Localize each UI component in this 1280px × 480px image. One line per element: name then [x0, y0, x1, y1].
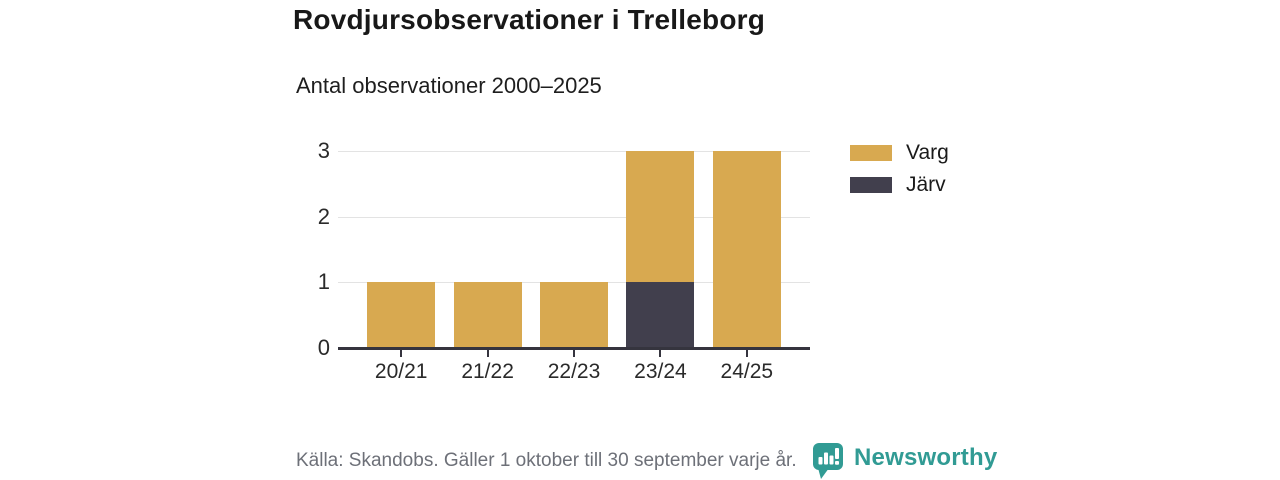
y-tick-label-0: 0 — [317, 335, 330, 360]
tick-mark-22/23 — [573, 349, 576, 357]
bar-segment-Varg-20/21 — [367, 282, 436, 348]
legend: Varg Järv — [850, 141, 949, 205]
bar-22/23 — [540, 282, 609, 348]
x-tick-label-23/24: 23/24 — [634, 360, 687, 383]
gridline-3 — [338, 151, 810, 152]
y-tick-label-2: 2 — [317, 203, 330, 229]
page-title: Rovdjursobservationer i Trelleborg — [293, 4, 766, 35]
x-tick-label-21/22: 21/22 — [461, 360, 514, 383]
bar-20/21 — [367, 282, 436, 348]
legend-item-Varg: Varg — [850, 141, 949, 165]
bar-24/25 — [712, 151, 781, 348]
tick-slot-22/23 — [531, 349, 617, 357]
x-tick-label-20/21: 20/21 — [374, 360, 428, 383]
gridline-2 — [338, 216, 810, 218]
chart-subtitle: Antal observationer 2000–2025 — [296, 73, 602, 98]
bar-slot-23/24 — [617, 151, 703, 348]
x-axis-labels: 20/21 21/22 22/23 23/24 24/25 — [338, 359, 810, 385]
legend-swatch-Varg — [850, 145, 892, 161]
y-axis: 0 1 2 3 — [280, 138, 330, 360]
bar-23/24 — [626, 151, 695, 348]
newsworthy-icon — [813, 443, 843, 479]
tick-mark-24/25 — [745, 349, 748, 357]
legend-swatch-Järv — [850, 177, 892, 193]
source-note: Källa: Skandobs. Gäller 1 oktober till 3… — [296, 450, 797, 471]
tick-slot-21/22 — [444, 349, 530, 357]
bar-slot-22/23 — [531, 151, 617, 348]
tick-slot-24/25 — [704, 349, 790, 357]
bar-segment-Järv-23/24 — [626, 282, 695, 348]
bars-row — [338, 151, 810, 348]
bar-slot-21/22 — [444, 151, 530, 348]
x-axis-line — [338, 347, 810, 350]
plot-area — [338, 151, 810, 350]
tick-mark-20/21 — [400, 349, 403, 357]
tick-slot-23/24 — [617, 349, 703, 357]
bar-slot-24/25 — [704, 151, 790, 348]
bar-slot-20/21 — [358, 151, 444, 348]
tick-mark-21/22 — [486, 349, 489, 357]
x-axis-ticks — [338, 349, 810, 357]
bar-segment-Varg-24/25 — [712, 151, 781, 348]
bar-segment-Varg-22/23 — [540, 282, 609, 348]
legend-label-Varg: Varg — [906, 141, 949, 164]
bar-segment-Varg-21/22 — [453, 282, 522, 348]
brand-name: Newsworthy — [854, 444, 998, 471]
y-tick-label-1: 1 — [317, 269, 330, 295]
tick-slot-20/21 — [358, 349, 444, 357]
x-tick-label-22/23: 22/23 — [547, 360, 601, 383]
tick-mark-23/24 — [659, 349, 662, 357]
brand-logo: Newsworthy — [812, 442, 997, 480]
y-tick-label-3: 3 — [317, 138, 330, 163]
bar-segment-Varg-23/24 — [626, 151, 695, 283]
legend-label-Järv: Järv — [906, 173, 946, 196]
legend-item-Järv: Järv — [850, 173, 949, 197]
x-tick-label-24/25: 24/25 — [720, 360, 774, 383]
bar-21/22 — [453, 282, 522, 348]
